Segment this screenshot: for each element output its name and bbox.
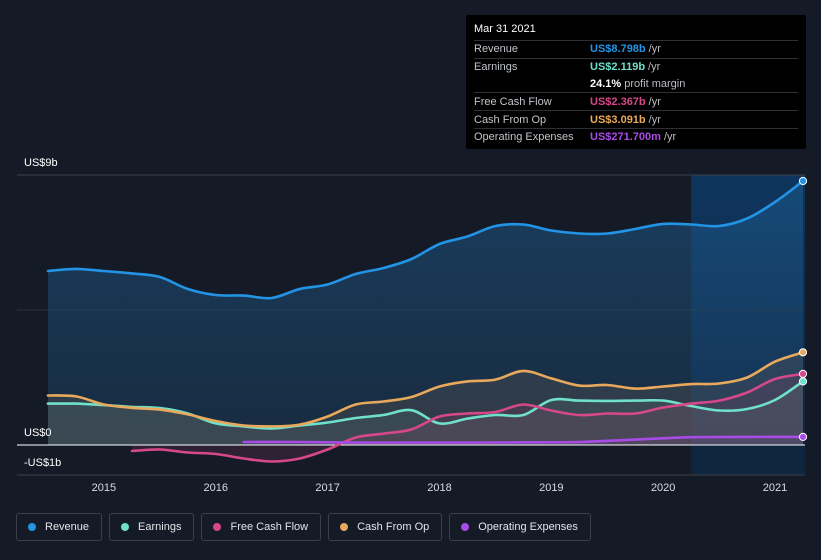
operating-expenses-endpoint bbox=[798, 432, 808, 441]
earnings-area bbox=[48, 381, 803, 445]
tooltip-label: Earnings bbox=[474, 61, 518, 74]
legend-item-revenue[interactable]: Revenue bbox=[16, 513, 103, 541]
x-tick-label: 2017 bbox=[315, 482, 339, 494]
legend-dot-icon bbox=[213, 523, 222, 531]
legend-dot-icon bbox=[340, 523, 349, 531]
revenue-line bbox=[46, 179, 805, 300]
earnings-endpoint bbox=[798, 377, 808, 386]
revenue-area bbox=[48, 181, 803, 445]
tooltip-date: Mar 31 2021 bbox=[474, 23, 536, 35]
x-tick-label: 2021 bbox=[763, 482, 787, 494]
tooltip-label: Cash From Op bbox=[474, 113, 547, 126]
x-tick-label: 2019 bbox=[539, 482, 563, 494]
tooltip-unit: /yr bbox=[648, 95, 661, 108]
tooltip-unit: /yr bbox=[663, 131, 677, 144]
x-tick-label: 2015 bbox=[92, 482, 116, 494]
legend-label: Earnings bbox=[138, 521, 182, 533]
legend-label: Cash From Op bbox=[357, 521, 430, 533]
x-tick-label: 2016 bbox=[204, 482, 228, 494]
tooltip-label: Revenue bbox=[474, 43, 519, 56]
tooltip-value: US$8.798b bbox=[590, 43, 646, 56]
y-axis-zero-label: US$0 bbox=[24, 427, 52, 439]
earnings-line bbox=[46, 380, 805, 430]
cash-from-op-area bbox=[48, 352, 803, 445]
tooltip-row-revenue: Revenue US$8.798b /yr bbox=[474, 40, 798, 58]
free-cash-flow-endpoint bbox=[798, 369, 808, 378]
tooltip-value: US$3.091b bbox=[590, 113, 646, 126]
operating-expenses-line bbox=[242, 435, 805, 444]
legend-item-earnings[interactable]: Earnings bbox=[109, 513, 195, 541]
legend-dot-icon bbox=[28, 523, 36, 531]
tooltip-value: US$2.119b bbox=[590, 61, 646, 74]
y-axis-bottom-label: -US$1b bbox=[24, 457, 61, 469]
tooltip-unit: /yr bbox=[648, 43, 661, 56]
tooltip-value: US$271.700m bbox=[590, 131, 661, 144]
tooltip-value: 24.1% bbox=[590, 77, 622, 90]
tooltip-row-earnings: Earnings US$2.119b /yr bbox=[474, 57, 798, 76]
revenue-endpoint bbox=[798, 176, 808, 186]
chart-legend: Revenue Earnings Free Cash Flow Cash Fro… bbox=[16, 513, 598, 541]
x-tick-label: 2020 bbox=[651, 482, 675, 494]
legend-label: Revenue bbox=[45, 521, 90, 533]
cash-from-op-line bbox=[46, 351, 805, 428]
free-cash-flow-line bbox=[130, 372, 805, 463]
legend-item-free-cash-flow[interactable]: Free Cash Flow bbox=[201, 513, 322, 541]
tooltip-row-operating-expenses: Operating Expenses US$271.700m /yr bbox=[474, 127, 798, 146]
cash-from-op-endpoint bbox=[798, 348, 808, 357]
tooltip-label: Operating Expenses bbox=[474, 131, 574, 144]
legend-item-cash-from-op[interactable]: Cash From Op bbox=[328, 513, 443, 541]
data-tooltip: Mar 31 2021 Revenue US$8.798b /yr Earnin… bbox=[466, 15, 806, 149]
tooltip-value: US$2.367b bbox=[590, 95, 646, 108]
legend-label: Free Cash Flow bbox=[230, 521, 309, 533]
tooltip-unit: /yr bbox=[648, 113, 661, 126]
tooltip-row-free-cash-flow: Free Cash Flow US$2.367b /yr bbox=[474, 92, 798, 110]
tooltip-row-profit-margin: 24.1% profit margin bbox=[474, 76, 798, 93]
tooltip-label: Free Cash Flow bbox=[474, 95, 552, 108]
tooltip-unit: profit margin bbox=[624, 77, 686, 90]
legend-item-operating-expenses[interactable]: Operating Expenses bbox=[449, 513, 591, 541]
tooltip-unit: /yr bbox=[648, 61, 661, 74]
y-axis-top-label: US$9b bbox=[24, 157, 58, 169]
legend-dot-icon bbox=[121, 523, 130, 531]
legend-label: Operating Expenses bbox=[478, 521, 578, 533]
x-tick-label: 2018 bbox=[427, 482, 451, 494]
legend-dot-icon bbox=[461, 523, 470, 531]
tooltip-row-cash-from-op: Cash From Op US$3.091b /yr bbox=[474, 110, 798, 128]
